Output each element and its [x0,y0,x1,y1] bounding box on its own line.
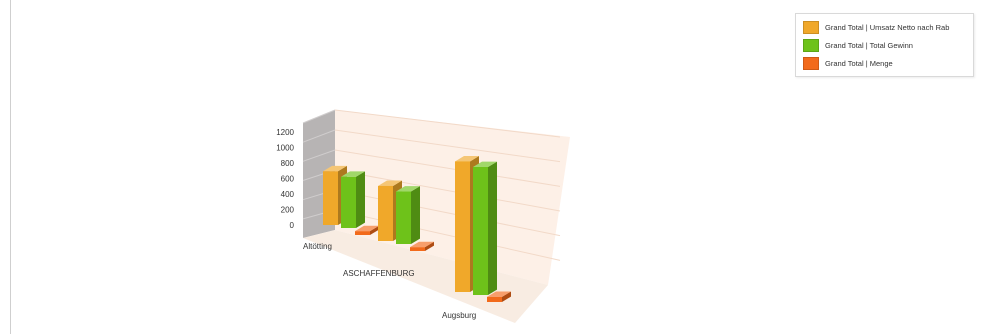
legend-label: Grand Total | Total Gewinn [825,40,913,50]
y-tick-label: 1200 [276,128,294,137]
gridline [334,109,561,138]
left-divider [10,0,11,334]
x-axis-category-labels: Altötting ASCHAFFENBURG Augsburg [303,242,476,320]
bar-side [411,186,420,244]
bar-front [487,296,502,302]
bar-side [425,241,434,251]
y-tick-label: 600 [281,175,295,184]
x-category-label: Augsburg [442,311,476,320]
y-axis-tick-labels: 0 200 400 600 800 1000 1200 [276,128,294,230]
legend-swatch [803,56,819,70]
bar-top [341,171,365,177]
y-tick-label: 400 [281,190,295,199]
gridlines [302,109,561,261]
chart-floor [303,230,548,323]
bar-top [473,161,497,167]
legend-label: Grand Total | Menge [825,58,893,68]
bar-top [378,180,402,186]
gridline [302,149,336,162]
bar-top [355,225,379,232]
bar-front [396,191,411,244]
bar-top [455,156,479,162]
bar-top [410,241,434,248]
bar-top [487,291,511,297]
y-tick-label: 800 [281,159,295,168]
gridline [334,129,561,163]
gridline [302,129,336,143]
bar-front [473,167,488,295]
legend-swatch [803,38,819,52]
bar-front [378,185,393,241]
x-category-label: ASCHAFFENBURG [343,269,415,278]
y-tick-label: 1000 [276,144,294,153]
bar-top [323,165,347,172]
legend-swatch [803,20,819,34]
legend: Grand Total | Umsatz Netto nach Rab Gran… [795,13,974,77]
legend-item-menge: Grand Total | Menge [803,56,893,70]
gridline [334,149,561,187]
gridline [334,209,561,261]
bars [323,156,511,302]
bar-front [323,171,338,225]
y-tick-label: 200 [281,206,295,215]
gridline [334,189,561,237]
x-category-label: Altötting [303,242,332,251]
bar-side [488,161,497,295]
bar-front [455,161,470,292]
bar-front [355,231,370,235]
bar-front [341,176,356,228]
bar-side [370,225,379,235]
legend-label: Grand Total | Umsatz Netto nach Rab [825,22,950,32]
gridline [302,109,336,124]
gridline [334,169,561,212]
bar-top [396,186,420,192]
bar-front [410,247,425,251]
y-tick-label: 0 [290,221,295,230]
chart-back-wall [335,110,570,285]
bar-side [356,171,365,228]
legend-item-gewinn: Grand Total | Total Gewinn [803,38,913,52]
bar-side [502,291,511,302]
legend-item-umsatz: Grand Total | Umsatz Netto nach Rab [803,20,949,34]
